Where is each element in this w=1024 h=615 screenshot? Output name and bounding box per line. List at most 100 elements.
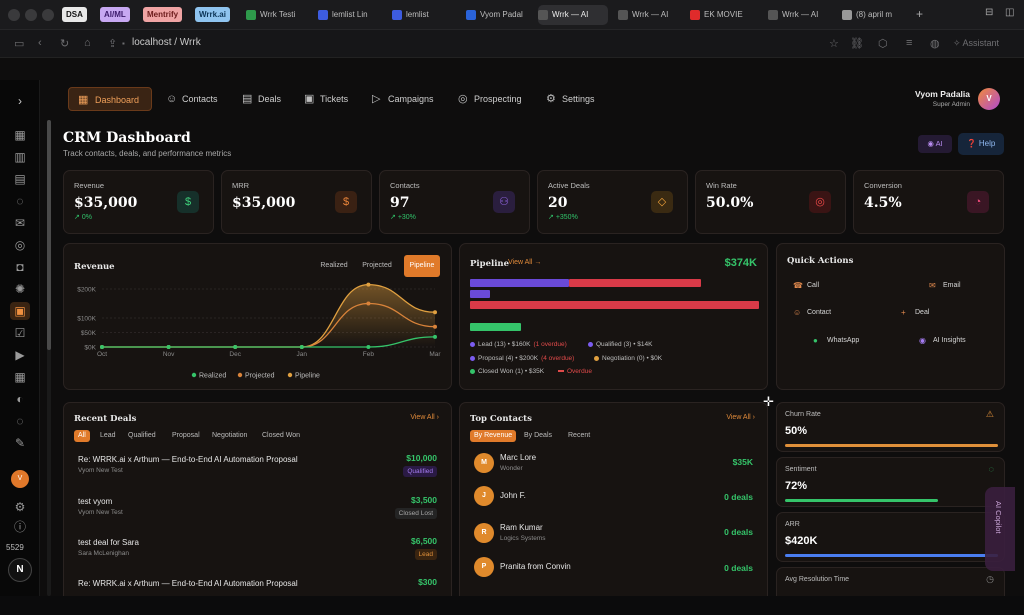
maximize-window-button[interactable] bbox=[42, 9, 54, 21]
bookmark-pill[interactable]: Wrrk.ai bbox=[195, 7, 230, 22]
pipeline-bar-qualified[interactable] bbox=[470, 290, 490, 298]
realized-point[interactable] bbox=[433, 334, 437, 339]
pipeline-bar-proposal[interactable] bbox=[470, 301, 759, 309]
nav-settings[interactable]: ⚙ Settings bbox=[544, 87, 606, 111]
crm-briefcase-icon[interactable]: ▣ bbox=[10, 302, 30, 320]
quick-action-contact[interactable]: ☺ Contact bbox=[793, 308, 831, 317]
share-icon[interactable]: ⇪ bbox=[108, 38, 118, 50]
pipeline-bar-closed-won[interactable] bbox=[470, 323, 521, 331]
stat-card-mrr[interactable]: MRR $35,000 $ bbox=[221, 170, 372, 234]
browser-tab[interactable]: Wrrk Testi bbox=[246, 5, 310, 25]
pipeline-view-all[interactable]: View All → bbox=[508, 259, 542, 266]
toggle-projected[interactable]: Projected bbox=[362, 262, 392, 269]
mail-icon[interactable]: ✉ bbox=[14, 216, 26, 230]
browser-tab[interactable]: Wrrk — AI bbox=[618, 5, 680, 25]
bookmark-star-icon[interactable]: ☆ bbox=[829, 38, 839, 50]
deal-filter-lead[interactable]: Lead bbox=[100, 432, 116, 439]
quick-action-email[interactable]: ✉ Email bbox=[929, 281, 961, 290]
minimize-window-button[interactable] bbox=[25, 9, 37, 21]
bookmark-pill[interactable]: DSA bbox=[62, 7, 87, 22]
planet-icon[interactable]: ◐ bbox=[16, 392, 24, 406]
metric-card-avg-resolution-time[interactable]: Avg Resolution Time ◷ bbox=[776, 567, 1005, 596]
stat-card-win-rate[interactable]: Win Rate 50.0% ◎ bbox=[695, 170, 846, 234]
video-icon[interactable]: ▶ bbox=[15, 348, 25, 362]
bookmark-pill[interactable]: AI/ML bbox=[100, 7, 130, 22]
scrollbar-track[interactable] bbox=[47, 120, 51, 596]
deal-row[interactable]: test vyom Vyom New Test $3,500 Closed Lost bbox=[64, 495, 453, 533]
contact-filter-by-revenue[interactable]: By Revenue bbox=[470, 430, 517, 442]
browser-tab[interactable]: Vyom Padal bbox=[466, 5, 528, 25]
contact-filter-by-deals[interactable]: By Deals bbox=[524, 432, 553, 439]
ai-brain-icon[interactable]: ✺ bbox=[14, 282, 26, 296]
browser-tab[interactable]: lemlist Lin bbox=[318, 5, 382, 25]
info-icon[interactable]: ⓘ bbox=[13, 520, 26, 534]
nav-prospecting[interactable]: ◎ Prospecting bbox=[456, 87, 536, 111]
deal-row[interactable]: test deal for Sara Sara McLenighan $6,500 L… bbox=[64, 536, 453, 574]
deal-filter-negotiation[interactable]: Negotiation bbox=[212, 432, 248, 439]
pipeline-bar-lead[interactable] bbox=[470, 279, 569, 287]
deal-filter-all[interactable]: All bbox=[74, 430, 90, 442]
reader-icon[interactable]: ≡ bbox=[906, 37, 913, 49]
url-field[interactable]: localhost / Wrrk bbox=[132, 37, 201, 48]
instagram-icon[interactable]: ◘ bbox=[16, 260, 24, 274]
browser-tab[interactable]: EK MOVIE bbox=[690, 5, 758, 25]
browser-tab[interactable]: Wrrk — AI bbox=[538, 5, 608, 25]
toggle-realized[interactable]: Realized bbox=[320, 262, 348, 269]
realized-point[interactable] bbox=[100, 345, 104, 349]
stat-card-contacts[interactable]: Contacts 97 ↗ +30% ⚇ bbox=[379, 170, 530, 234]
tab-overview-icon[interactable]: ⊟ bbox=[985, 7, 994, 18]
stat-card-revenue[interactable]: Revenue $35,000 ↗ 0% $ bbox=[63, 170, 214, 234]
realized-point[interactable] bbox=[166, 345, 171, 349]
ai-button[interactable]: ◉ AI bbox=[918, 135, 952, 153]
recent-deals-view-all[interactable]: View All › bbox=[410, 414, 439, 421]
top-contacts-view-all[interactable]: View All › bbox=[726, 414, 755, 421]
user-avatar[interactable]: V bbox=[978, 88, 1000, 110]
nav-deals[interactable]: ▤ Deals bbox=[240, 87, 292, 111]
realized-point[interactable] bbox=[233, 345, 238, 349]
projected-point[interactable] bbox=[366, 301, 371, 306]
tasks-icon[interactable]: ☑ bbox=[14, 326, 26, 340]
ai-copilot-tab[interactable]: AI Copilot bbox=[985, 487, 1015, 571]
whatsapp-icon[interactable]: ◎ bbox=[14, 238, 26, 252]
deal-row[interactable]: Re: WRRK.ai x Arthum — End-to-End AI Aut… bbox=[64, 453, 453, 491]
deal-filter-qualified[interactable]: Qualified bbox=[128, 432, 156, 439]
message-icon[interactable]: ◌ bbox=[16, 414, 24, 428]
quick-action-deal[interactable]: + Deal bbox=[901, 308, 929, 317]
scrollbar-thumb[interactable] bbox=[47, 120, 51, 350]
nav-tickets[interactable]: ▣ Tickets bbox=[302, 87, 362, 111]
home-icon[interactable]: ⌂ bbox=[84, 37, 91, 49]
extension-icon[interactable]: ⬡ bbox=[878, 38, 888, 50]
projected-point[interactable] bbox=[433, 324, 437, 329]
link-icon[interactable]: ⛓ bbox=[850, 38, 864, 50]
voice-icon[interactable]: ◍ bbox=[930, 38, 940, 50]
site-info-icon[interactable]: ▪ bbox=[122, 39, 125, 48]
back-icon[interactable]: ‹ bbox=[38, 37, 42, 49]
quick-action-ai-insights[interactable]: ◉ AI Insights bbox=[919, 336, 966, 345]
expand-rail-icon[interactable]: › bbox=[18, 94, 22, 108]
pipeline-bar-lead-overdue[interactable] bbox=[569, 279, 701, 287]
browser-tab[interactable]: lemlist bbox=[392, 5, 444, 25]
metric-card-sentiment[interactable]: Sentiment 72% ◌ bbox=[776, 457, 1005, 507]
deal-filter-proposal[interactable]: Proposal bbox=[172, 432, 200, 439]
tools-icon[interactable]: ✎ bbox=[14, 436, 26, 450]
calendar-icon[interactable]: ▦ bbox=[14, 370, 26, 384]
pipeline-point[interactable] bbox=[366, 282, 371, 287]
settings-icon[interactable]: ⚙ bbox=[14, 500, 26, 514]
contact-row[interactable]: R Ram Kumar Logics Systems 0 deals bbox=[460, 523, 769, 553]
inbox-icon[interactable]: ▤ bbox=[14, 172, 26, 186]
metric-card-arr[interactable]: ARR $420K bbox=[776, 512, 1005, 562]
nav-dashboard[interactable]: ▦ Dashboard bbox=[68, 87, 152, 111]
assistant-button[interactable]: ✧ Assistant bbox=[953, 38, 1000, 48]
toggle-pipeline[interactable]: Pipeline bbox=[404, 255, 440, 277]
new-tab-button[interactable]: + bbox=[916, 7, 924, 21]
nav-contacts[interactable]: ☺ Contacts bbox=[164, 87, 232, 111]
pipeline-point[interactable] bbox=[433, 310, 437, 315]
nav-campaigns[interactable]: ▷ Campaigns bbox=[370, 87, 448, 111]
help-button[interactable]: ❓ Help bbox=[958, 133, 1004, 155]
contact-filter-recent[interactable]: Recent bbox=[568, 432, 591, 439]
deal-filter-closed-won[interactable]: Closed Won bbox=[262, 432, 301, 439]
stat-card-active-deals[interactable]: Active Deals 20 ↗ +350% ◇ bbox=[537, 170, 688, 234]
grid-icon[interactable]: ▦ bbox=[14, 128, 26, 142]
realized-point[interactable] bbox=[299, 345, 304, 349]
deal-row[interactable]: Re: WRRK.ai x Arthum — End-to-End AI Aut… bbox=[64, 577, 453, 615]
